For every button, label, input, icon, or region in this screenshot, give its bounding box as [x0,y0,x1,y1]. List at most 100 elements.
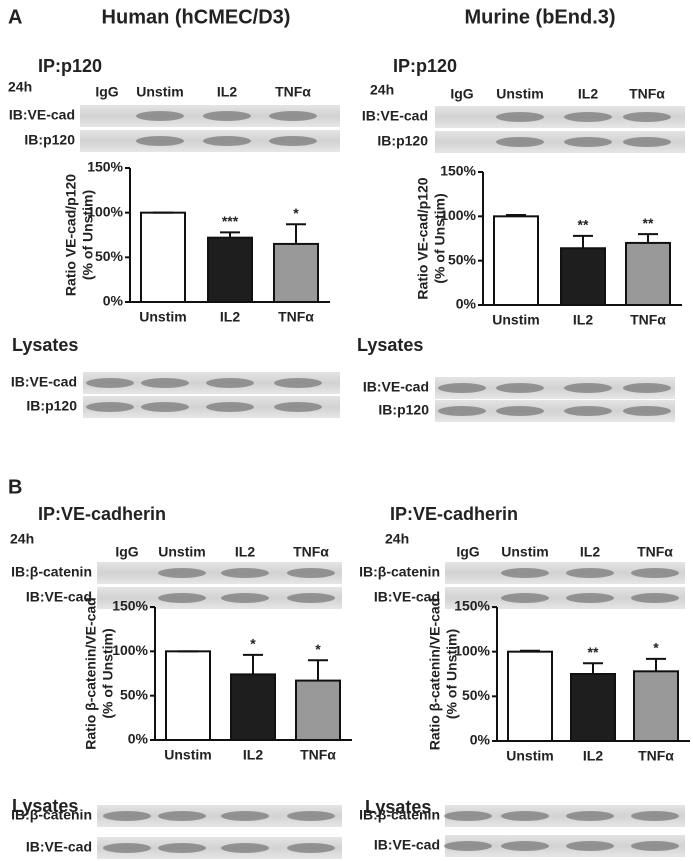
y-tick-label: 0% [470,732,491,748]
row-label: IB:β-catenin [11,564,92,580]
blot-title: Lysates [12,796,78,816]
y-tick-label: 0% [128,731,149,747]
significance: *** [222,213,239,229]
y-tick-label: 150% [454,598,490,614]
blot-band [103,843,151,853]
blot-band [564,406,612,416]
row-label: IB:VE-cad [26,589,92,605]
error-bar [573,234,593,249]
time-label: 24h [385,531,409,547]
x-tick-label: Unstim [139,309,186,325]
row-label: IB:p120 [378,402,429,418]
lane-label: IL2 [578,86,598,102]
blot-band [623,137,671,147]
lane-label: TNFα [637,544,673,560]
blot-band [274,378,322,388]
blot-band [631,841,679,851]
error-bar [583,662,603,674]
significance: * [653,640,659,656]
error-bar [646,657,666,672]
blot-band [158,811,206,821]
y-tick-label: 50% [462,687,491,703]
blot-band [274,402,322,412]
row-label: IB:VE-cad [11,374,77,390]
blot-band [564,112,612,122]
time-label: 24h [8,79,32,95]
blot-band [269,136,317,146]
blot-strip [445,805,685,827]
error-bar [286,223,306,244]
blot-strip [435,106,685,128]
lane-label: IL2 [580,544,600,560]
blot-title: IP:p120 [393,56,457,76]
bar [507,650,553,743]
error-bar [638,233,658,243]
significance: ** [588,644,599,660]
blot-band [496,112,544,122]
blot-band [438,383,486,393]
row-label: IB:VE-cad [374,837,440,853]
blot-title: IP:VE-cadherin [390,504,518,524]
bar [165,650,211,741]
blot-band [206,378,254,388]
blot-band [438,406,486,416]
y-tick-label: 100% [454,642,490,658]
blot-strip [435,377,675,399]
significance: ** [578,217,589,233]
x-tick-label: Unstim [492,312,539,328]
panel-label: A [8,6,22,28]
lane-label: IgG [95,84,118,100]
bar [273,242,319,303]
error-bar [220,231,240,238]
blot-band [501,811,549,821]
row-label: IB:VE-cad [363,379,429,395]
row-label: IB:VE-cad [374,589,440,605]
significance: * [315,641,321,657]
x-tick-label: IL2 [243,747,263,763]
bar [295,679,341,741]
significance: ** [643,215,654,231]
blot-band [631,568,679,578]
blot-title: Lysates [365,797,431,817]
lane-label: IgG [450,86,473,102]
time-label: 24h [10,531,34,547]
blot-band [566,568,614,578]
blot-strip [445,835,685,857]
lane-label: IgG [456,544,479,560]
y-axis-label: (% of Unstim) [444,629,460,719]
y-tick-label: 150% [112,598,148,614]
lane-label: Unstim [501,544,548,560]
row-label: IB:p120 [24,132,75,148]
row-label: IB:VE-cad [26,839,92,855]
blot-strip [445,587,685,609]
blot-band [141,402,189,412]
blot-strip [97,837,342,859]
bar [207,236,253,303]
x-tick-label: TNFα [300,747,336,763]
blot-band [623,383,671,393]
y-tick-label: 50% [448,251,477,267]
blot-band [564,383,612,393]
blot-strip [97,562,342,584]
blot-band [623,112,671,122]
x-tick-label: TNFα [630,312,666,328]
blot-band [631,593,679,603]
blot-band [141,378,189,388]
lane-label: IL2 [235,544,255,560]
bar [493,215,539,306]
y-tick-label: 100% [112,642,148,658]
blot-band [287,811,335,821]
y-tick-label: 0% [456,296,477,312]
time-label: 24h [370,82,394,98]
blot-band [566,593,614,603]
y-axis-label: Ratio β-catenin/VE-cad [83,597,99,749]
blot-band [269,111,317,121]
blot-band [631,811,679,821]
y-axis-label: (% of Unstim) [432,193,448,283]
blot-band [203,136,251,146]
blot-band [501,593,549,603]
lane-label: IL2 [217,84,237,100]
blot-band [221,593,269,603]
blot-band [103,811,151,821]
